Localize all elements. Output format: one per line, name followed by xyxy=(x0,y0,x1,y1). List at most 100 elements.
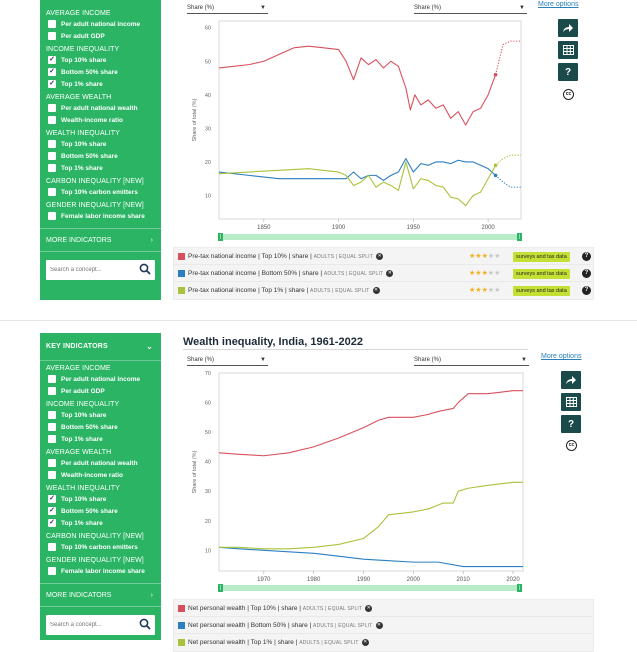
checkbox-checked[interactable]: ✓ xyxy=(48,56,56,64)
source-badge[interactable]: surveys and tax data xyxy=(513,252,570,262)
unit-select-left[interactable]: Share (%) ▼ xyxy=(187,3,268,14)
checkbox-checked[interactable]: ✓ xyxy=(48,68,56,76)
indicator-checkbox-row[interactable]: ✓ Top 1% share xyxy=(40,517,161,529)
checkbox-unchecked[interactable] xyxy=(48,435,56,443)
search-input[interactable] xyxy=(46,615,136,635)
more-indicators-button[interactable]: MORE INDICATORS › xyxy=(40,228,161,252)
checkbox-unchecked[interactable] xyxy=(48,20,56,28)
indicator-checkbox-row[interactable]: Per adult national wealth xyxy=(40,457,161,469)
star-icon: ★ xyxy=(487,287,495,294)
range-end-handle[interactable]: | xyxy=(517,584,522,592)
table-button[interactable] xyxy=(558,41,578,59)
more-indicators-button[interactable]: MORE INDICATORS › xyxy=(40,583,161,607)
remove-series-icon[interactable]: ✕ xyxy=(375,621,383,629)
legend-row[interactable]: Pre-tax national income | Top 10% | shar… xyxy=(174,248,593,265)
help-icon[interactable]: ? xyxy=(582,269,591,278)
checkbox-checked[interactable]: ✓ xyxy=(48,495,56,503)
help-button[interactable]: ? xyxy=(561,415,581,433)
concept-search[interactable] xyxy=(46,615,155,635)
indicator-checkbox-row[interactable]: Top 1% share xyxy=(40,162,161,174)
range-end-handle[interactable]: | xyxy=(517,233,522,241)
checkbox-unchecked[interactable] xyxy=(48,188,56,196)
indicator-checkbox-row[interactable]: Top 10% share xyxy=(40,138,161,150)
help-button[interactable]: ? xyxy=(558,63,578,81)
checkbox-unchecked[interactable] xyxy=(48,164,56,172)
indicator-checkbox-row[interactable]: Wealth-income ratio xyxy=(40,114,161,126)
checkbox-unchecked[interactable] xyxy=(48,471,56,479)
time-range-slider[interactable]: | | xyxy=(218,233,522,241)
star-icon: ★ xyxy=(487,270,495,277)
unit-select-right[interactable]: Share (%) ▼ xyxy=(414,355,529,366)
checkbox-checked[interactable]: ✓ xyxy=(48,519,56,527)
indicator-checkbox-row[interactable]: Female labor income share xyxy=(40,210,161,222)
indicator-checkbox-row[interactable]: Top 10% carbon emitters xyxy=(40,186,161,198)
legend-row[interactable]: Net personal wealth | Top 1% | share | A… xyxy=(174,634,593,651)
checkbox-unchecked[interactable] xyxy=(48,387,56,395)
checkbox-unchecked[interactable] xyxy=(48,104,56,112)
series-indicator-name: Net personal wealth xyxy=(188,639,246,646)
checkbox-unchecked[interactable] xyxy=(48,375,56,383)
legend-row[interactable]: Net personal wealth | Bottom 50% | share… xyxy=(174,617,593,634)
indicator-checkbox-row[interactable]: ✓ Bottom 50% share xyxy=(40,505,161,517)
creative-commons-icon[interactable]: cc xyxy=(566,440,577,451)
checkbox-unchecked[interactable] xyxy=(48,152,56,160)
indicator-checkbox-row[interactable]: ✓ Bottom 50% share xyxy=(40,66,161,78)
indicator-checkbox-row[interactable]: Bottom 50% share xyxy=(40,421,161,433)
checkbox-unchecked[interactable] xyxy=(48,116,56,124)
indicator-checkbox-row[interactable]: Per adult national income xyxy=(40,18,161,30)
range-start-handle[interactable]: | xyxy=(218,584,223,592)
checkbox-unchecked[interactable] xyxy=(48,459,56,467)
table-button[interactable] xyxy=(561,393,581,411)
x-tick-label: 1900 xyxy=(332,225,346,231)
checkbox-unchecked[interactable] xyxy=(48,140,56,148)
help-icon[interactable]: ? xyxy=(582,286,591,295)
checkbox-unchecked[interactable] xyxy=(48,411,56,419)
x-tick-label: 1970 xyxy=(257,577,271,583)
time-range-slider[interactable]: | | xyxy=(218,584,522,592)
indicator-checkbox-row[interactable]: Per adult GDP xyxy=(40,385,161,397)
legend-row[interactable]: Net personal wealth | Top 10% | share | … xyxy=(174,600,593,617)
sidebar-header[interactable]: KEY INDICATORS ⌄ xyxy=(40,333,161,361)
indicator-checkbox-row[interactable]: Per adult national income xyxy=(40,373,161,385)
checkbox-unchecked[interactable] xyxy=(48,32,56,40)
share-button[interactable] xyxy=(561,371,581,389)
series-indicator-name: Net personal wealth xyxy=(188,622,246,629)
indicator-checkbox-row[interactable]: Top 10% carbon emitters xyxy=(40,541,161,553)
remove-series-icon[interactable]: ✕ xyxy=(376,252,384,260)
remove-series-icon[interactable]: ✕ xyxy=(386,269,394,277)
legend-row[interactable]: Pre-tax national income | Bottom 50% | s… xyxy=(174,265,593,282)
remove-series-icon[interactable]: ✕ xyxy=(365,604,373,612)
source-badge[interactable]: surveys and tax data xyxy=(513,269,570,279)
search-icon[interactable] xyxy=(139,263,151,275)
checkbox-checked[interactable]: ✓ xyxy=(48,80,56,88)
indicator-checkbox-row[interactable]: Top 10% share xyxy=(40,409,161,421)
more-options-link[interactable]: More options xyxy=(541,353,582,360)
checkbox-unchecked[interactable] xyxy=(48,212,56,220)
unit-select-right[interactable]: Share (%) ▼ xyxy=(414,3,527,14)
indicator-checkbox-row[interactable]: ✓ Top 10% share xyxy=(40,54,161,66)
more-options-link[interactable]: More options xyxy=(538,1,579,8)
search-input[interactable] xyxy=(46,260,136,280)
checkbox-unchecked[interactable] xyxy=(48,423,56,431)
range-start-handle[interactable]: | xyxy=(218,233,223,241)
source-badge[interactable]: surveys and tax data xyxy=(513,286,570,296)
indicator-checkbox-row[interactable]: ✓ Top 1% share xyxy=(40,78,161,90)
help-icon[interactable]: ? xyxy=(582,252,591,261)
indicator-checkbox-row[interactable]: Wealth-income ratio xyxy=(40,469,161,481)
concept-search[interactable] xyxy=(46,260,155,280)
indicator-checkbox-row[interactable]: Per adult GDP xyxy=(40,30,161,42)
share-button[interactable] xyxy=(558,19,578,37)
indicator-checkbox-row[interactable]: Top 1% share xyxy=(40,433,161,445)
search-icon[interactable] xyxy=(139,618,151,630)
checkbox-unchecked[interactable] xyxy=(48,567,56,575)
legend-row[interactable]: Pre-tax national income | Top 1% | share… xyxy=(174,282,593,299)
indicator-checkbox-row[interactable]: Bottom 50% share xyxy=(40,150,161,162)
checkbox-unchecked[interactable] xyxy=(48,543,56,551)
remove-series-icon[interactable]: ✕ xyxy=(372,286,380,294)
checkbox-checked[interactable]: ✓ xyxy=(48,507,56,515)
indicator-checkbox-row[interactable]: ✓ Top 10% share xyxy=(40,493,161,505)
indicator-checkbox-row[interactable]: Per adult national wealth xyxy=(40,102,161,114)
creative-commons-icon[interactable]: cc xyxy=(563,89,574,100)
indicator-checkbox-row[interactable]: Female labor income share xyxy=(40,565,161,577)
unit-select-left[interactable]: Share (%) ▼ xyxy=(187,355,268,366)
